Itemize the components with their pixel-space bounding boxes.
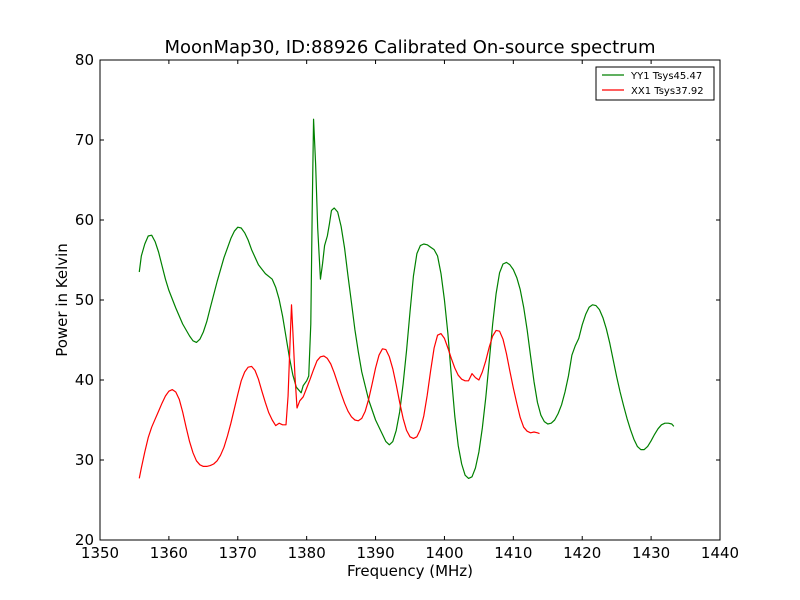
plot-area bbox=[99, 59, 721, 541]
x-tick-label: 1420 bbox=[563, 544, 601, 562]
x-tick-label: 1350 bbox=[81, 544, 119, 562]
y-tick-label: 40 bbox=[75, 371, 94, 389]
legend-label-1: YY1 Tsys45.47 bbox=[630, 71, 702, 82]
x-tick-label: 1440 bbox=[701, 544, 739, 562]
y-axis-label: Power in Kelvin bbox=[53, 243, 71, 357]
y-tick-label: 50 bbox=[75, 291, 94, 309]
x-tick-label: 1360 bbox=[150, 544, 188, 562]
y-tick-label: 30 bbox=[75, 451, 94, 469]
x-tick-label: 1380 bbox=[288, 544, 326, 562]
x-tick-label: 1430 bbox=[632, 544, 670, 562]
x-tick-label: 1410 bbox=[494, 544, 532, 562]
x-tick-label: 1370 bbox=[219, 544, 257, 562]
y-tick-label: 60 bbox=[75, 211, 94, 229]
x-tick-label: 1400 bbox=[425, 544, 463, 562]
y-axis: 20 30 40 50 60 70 80 bbox=[75, 51, 720, 549]
y-tick-label: 80 bbox=[75, 51, 94, 69]
series-line-1 bbox=[138, 118, 675, 479]
chart-title: MoonMap30, ID:88926 Calibrated On-source… bbox=[165, 37, 656, 58]
legend-box bbox=[595, 66, 715, 101]
x-axis-label: Frequency (MHz) bbox=[347, 562, 473, 580]
series-line-2 bbox=[138, 304, 540, 479]
series-layer bbox=[138, 118, 675, 479]
y-tick-label: 20 bbox=[75, 531, 94, 549]
plot-background bbox=[100, 60, 720, 540]
x-tick-label: 1390 bbox=[356, 544, 394, 562]
legend: YY1 Tsys45.47 XX1 Tsys37.92 bbox=[595, 66, 715, 101]
y-tick-label: 70 bbox=[75, 131, 94, 149]
x-axis: 1350 1360 1370 1380 1390 1400 1410 1420 1430 1440 bbox=[81, 60, 739, 562]
legend-label-2: XX1 Tsys37.92 bbox=[631, 86, 704, 97]
